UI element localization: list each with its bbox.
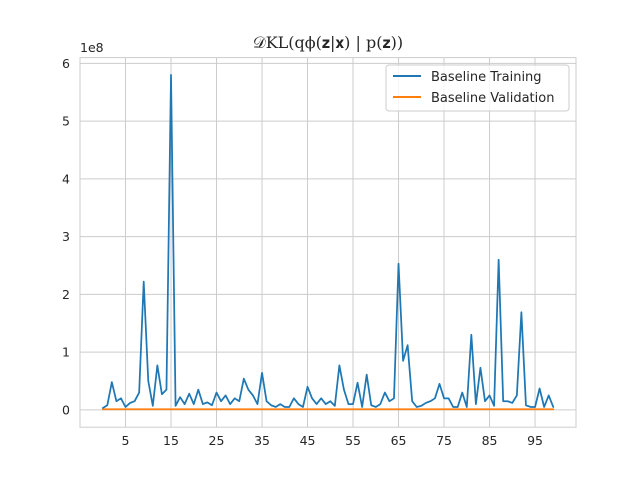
x-tick-label: 45 xyxy=(300,433,316,448)
x-tick-label: 95 xyxy=(527,433,543,448)
x-tick-label: 55 xyxy=(345,433,361,448)
y-tick-label: 1 xyxy=(62,345,70,360)
x-tick-label: 65 xyxy=(391,433,407,448)
plot-frame xyxy=(79,57,577,428)
y-tick-label: 3 xyxy=(62,229,70,244)
y-tick-label: 4 xyxy=(62,171,70,186)
y-tick-label: 6 xyxy=(62,56,70,71)
y-tick-label: 5 xyxy=(62,114,70,129)
legend-box xyxy=(385,64,570,112)
legend-label-training: Baseline Training xyxy=(431,70,542,85)
legend: Baseline Training Baseline Validation xyxy=(385,64,570,112)
series-line-training xyxy=(101,74,555,410)
x-tick-label: 75 xyxy=(436,433,452,448)
y-tick-labels: 0 1 2 3 4 5 6 xyxy=(62,56,70,418)
x-tick-label: 35 xyxy=(254,433,270,448)
x-tick-label: 15 xyxy=(163,433,179,448)
x-tick-label: 25 xyxy=(209,433,225,448)
series-layer xyxy=(101,74,555,411)
legend-label-validation: Baseline Validation xyxy=(431,91,554,106)
y-tick-label: 2 xyxy=(62,287,70,302)
chart-title: 𝒟KL(qϕ(𝐳|𝐱) | p(𝐳)) xyxy=(253,33,403,52)
x-tick-label: 85 xyxy=(482,433,498,448)
y-offset-label: 1e8 xyxy=(80,40,104,55)
x-tick-label: 5 xyxy=(122,433,130,448)
y-tick-label: 0 xyxy=(62,402,70,417)
x-tick-labels: 5 15 25 35 45 55 65 75 85 95 xyxy=(122,433,543,448)
